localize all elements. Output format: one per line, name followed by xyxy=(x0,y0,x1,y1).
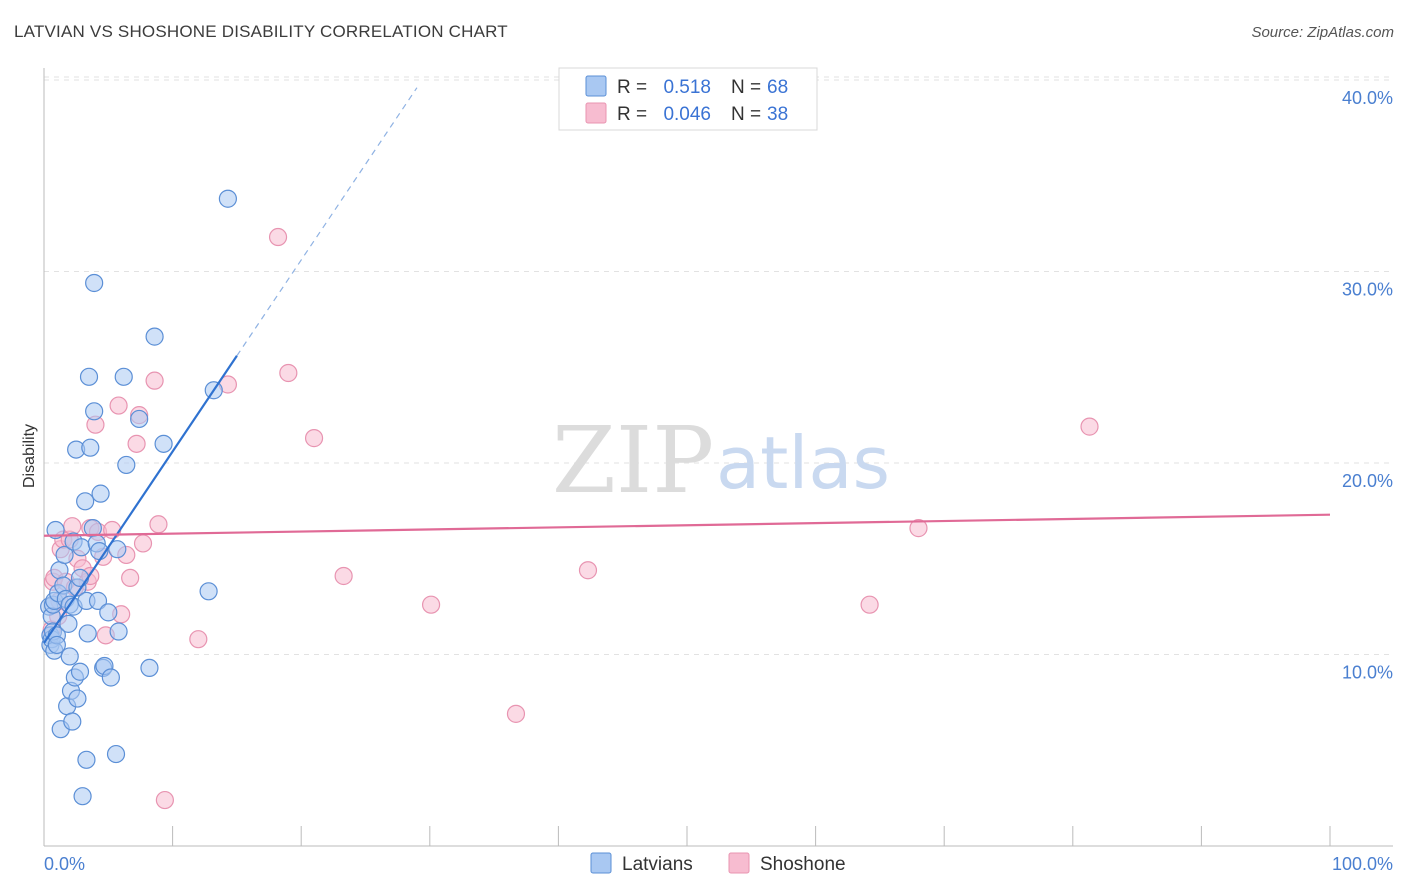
x-tick-label-min: 0.0% xyxy=(44,854,85,874)
shoshone-point-33 xyxy=(268,227,288,247)
latvians-point-53 xyxy=(109,622,128,641)
shoshone-point-37 xyxy=(421,595,441,614)
latvians-point-62 xyxy=(218,189,237,208)
bottom-legend-latvians-swatch xyxy=(590,852,612,874)
shoshone-point-41 xyxy=(909,519,928,538)
latvians-point-54 xyxy=(114,367,133,386)
latvians-point-51 xyxy=(106,744,126,764)
gridlines xyxy=(44,76,1393,655)
series-legend: Latvians Shoshone xyxy=(590,852,846,875)
y-tick-label-20: 20.0% xyxy=(1342,471,1393,491)
latvians-point-13 xyxy=(50,561,69,580)
bottom-legend-shoshone-swatch xyxy=(728,852,750,874)
latvians-point-16 xyxy=(55,545,74,565)
y-tick-label-10: 10.0% xyxy=(1342,663,1393,683)
latvians-point-38 xyxy=(79,367,99,386)
watermark: ZIP atlas xyxy=(552,407,890,514)
latvians-point-58 xyxy=(145,327,164,346)
bottom-legend-latvians-label: Latvians xyxy=(622,854,693,875)
latvians-point-34 xyxy=(76,492,95,511)
latvians-point-21 xyxy=(60,647,79,666)
legend-shoshone-n-value: 38 xyxy=(767,104,788,125)
watermark-atlas: atlas xyxy=(716,421,890,505)
legend-latvians-n-label: N = xyxy=(731,77,761,98)
shoshone-point-39 xyxy=(578,561,598,580)
y-tick-labels: 10.0% 20.0% 30.0% 40.0% xyxy=(1342,88,1393,683)
latvians-point-30 xyxy=(70,568,90,588)
shoshone-point-25 xyxy=(127,434,146,453)
shoshone-point-28 xyxy=(145,371,164,390)
shoshone-point-9 xyxy=(63,517,82,536)
shoshone-point-42 xyxy=(1080,417,1099,436)
latvians-points xyxy=(40,189,237,806)
latvians-point-46 xyxy=(91,484,110,503)
legend-shoshone-r-label: R = xyxy=(617,104,647,125)
latvians-trend-line xyxy=(43,355,238,644)
shoshone-point-21 xyxy=(109,396,128,415)
shoshone-point-35 xyxy=(304,429,324,448)
shoshone-point-29 xyxy=(149,515,168,534)
bottom-legend-shoshone-label: Shoshone xyxy=(760,854,846,875)
latvians-point-35 xyxy=(77,750,96,769)
latvians-point-39 xyxy=(81,438,100,457)
latvians-point-60 xyxy=(199,582,218,601)
y-tick-label-40: 40.0% xyxy=(1342,88,1393,108)
axes xyxy=(43,68,1393,847)
correlation-legend: R = 0.518 N = 68 R = 0.046 N = 38 xyxy=(558,67,818,131)
legend-shoshone-r-value: 0.046 xyxy=(663,104,711,125)
y-tick-label-30: 30.0% xyxy=(1342,280,1393,300)
latvians-point-42 xyxy=(85,273,104,293)
latvians-point-55 xyxy=(117,455,136,475)
latvians-point-49 xyxy=(99,603,118,622)
legend-latvians-n-value: 68 xyxy=(767,77,788,98)
latvians-point-37 xyxy=(78,624,97,643)
latvians-point-56 xyxy=(130,409,149,429)
latvians-point-59 xyxy=(154,434,173,453)
legend-latvians-r-label: R = xyxy=(617,77,647,98)
latvians-point-33 xyxy=(73,787,92,806)
latvians-point-19 xyxy=(59,614,78,633)
legend-shoshone-n-label: N = xyxy=(731,104,761,125)
latvians-point-29 xyxy=(68,689,87,708)
legend-latvians-r-value: 0.518 xyxy=(663,77,711,98)
latvians-point-57 xyxy=(140,658,159,678)
shoshone-points xyxy=(42,227,1099,810)
shoshone-point-24 xyxy=(121,568,140,588)
shoshone-point-34 xyxy=(279,363,298,383)
shoshone-point-40 xyxy=(860,595,879,614)
latvians-point-50 xyxy=(101,668,120,687)
latvians-trend-extension xyxy=(236,87,418,357)
latvians-point-23 xyxy=(63,712,82,731)
latvians-point-44 xyxy=(88,591,108,610)
latvians-point-9 xyxy=(46,520,65,540)
legend-latvians-swatch xyxy=(585,75,607,97)
latvians-point-41 xyxy=(85,402,104,421)
latvians-point-31 xyxy=(70,662,90,681)
trend-lines xyxy=(43,87,1331,644)
shoshone-point-38 xyxy=(506,704,526,723)
latvians-point-32 xyxy=(72,538,91,557)
x-tick-label-max: 100.0% xyxy=(1332,854,1393,874)
shoshone-point-20 xyxy=(103,520,122,540)
shoshone-trend-line xyxy=(43,513,1331,537)
shoshone-point-30 xyxy=(155,790,174,810)
latvians-point-52 xyxy=(108,540,127,559)
y-axis-label: Disability xyxy=(21,424,38,488)
watermark-zip: ZIP xyxy=(552,407,714,514)
legend-shoshone-swatch xyxy=(585,102,607,124)
source-label: Source: ZipAtlas.com xyxy=(1251,24,1394,41)
latvians-point-11 xyxy=(47,635,66,655)
shoshone-point-31 xyxy=(189,630,208,649)
shoshone-point-27 xyxy=(133,534,153,553)
shoshone-point-36 xyxy=(334,566,353,586)
chart-title: LATVIAN VS SHOSHONE DISABILITY CORRELATI… xyxy=(14,22,508,41)
